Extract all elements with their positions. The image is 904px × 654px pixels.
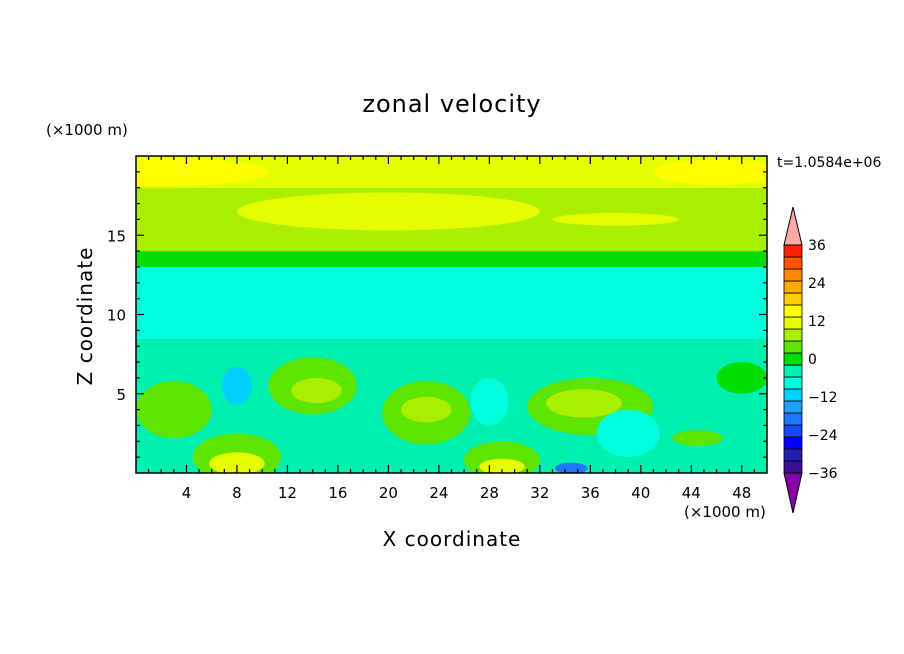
y-tick-label: 5 [116,386,126,404]
colorbar-segment [783,244,803,258]
x-tick-label: 48 [732,484,751,502]
x-axis-label: X coordinate [383,527,522,551]
colorbar-segment [783,400,803,414]
x-tick-label: 24 [429,484,448,502]
y-tick-label: 10 [107,307,126,325]
x-tick-label: 20 [379,484,398,502]
field-contour-region [236,192,540,231]
colorbar-tick-label: −24 [808,428,838,444]
colorbar-segment [783,352,803,366]
colorbar-segment [783,328,803,342]
field-contour-region [653,159,767,185]
field-band [136,266,767,339]
colorbar-tick-label: 36 [808,238,826,254]
x-tick-label: 8 [232,484,242,502]
field-contour-region [716,362,767,394]
x-tick-label: 16 [328,484,347,502]
field-contour-region [546,388,622,418]
field-band [136,251,767,267]
x-tick-label: 44 [682,484,701,502]
colorbar-segment [783,292,803,306]
field-contour-region [221,366,253,405]
colorbar-segment [783,376,803,390]
field-contour-region [209,452,265,473]
x-tick-label: 36 [581,484,600,502]
colorbar-segment [783,364,803,378]
colorbar-extend-min [783,472,803,514]
colorbar-segment [783,448,803,462]
colorbar-tick-label: 24 [808,276,826,292]
colorbar-tick-label: −36 [808,466,838,482]
x-axis: 4 8 12 16 20 24 28 32 36 40 44 48 [148,156,755,502]
colorbar-segment [783,436,803,450]
colorbar-segment [783,388,803,402]
colorbar-tick-label: 12 [808,314,826,330]
time-label: t=1.0584e+06 [777,155,881,171]
field-contour-region [470,377,509,426]
x-tick-label: 28 [480,484,499,502]
field-contour-region [596,409,660,458]
colorbar-segment [783,268,803,282]
x-tick-label: 4 [182,484,192,502]
field-contour-region [136,381,212,439]
colorbar-segment [783,316,803,330]
field-contour-region [552,213,679,226]
colorbar-segment [783,424,803,438]
colorbar-extend-max [783,206,803,246]
colorbar-segment [783,340,803,354]
y-axis: 5 10 15 [107,171,767,458]
field-contour-region [479,458,525,473]
colorbar-segment [783,460,803,474]
field-contour-region [401,396,452,423]
colorbar-segment [783,304,803,318]
colorbar-segment [783,256,803,270]
field-contour-region [554,462,588,473]
field-contour-region [672,430,723,447]
x-tick-label: 32 [530,484,549,502]
colorbar-tick-label: 0 [808,352,817,368]
y-axis-label: Z coordinate [73,247,97,386]
x-tick-label: 12 [278,484,297,502]
chart-title: zonal velocity [362,90,541,118]
y-unit-label: (×1000 m) [46,121,128,139]
colorbar-tick-label: −12 [808,390,838,406]
velocity-field [136,156,767,473]
y-tick-label: 15 [107,227,126,245]
colorbar-segment [783,412,803,426]
colorbar-segment [783,280,803,294]
x-tick-label: 40 [631,484,650,502]
colorbar: 36 24 12 0 −12 −24 −36 [783,206,838,514]
x-unit-label: (×1000 m) [684,503,766,521]
field-contour-region [136,157,269,187]
field-contour-region [291,377,342,404]
